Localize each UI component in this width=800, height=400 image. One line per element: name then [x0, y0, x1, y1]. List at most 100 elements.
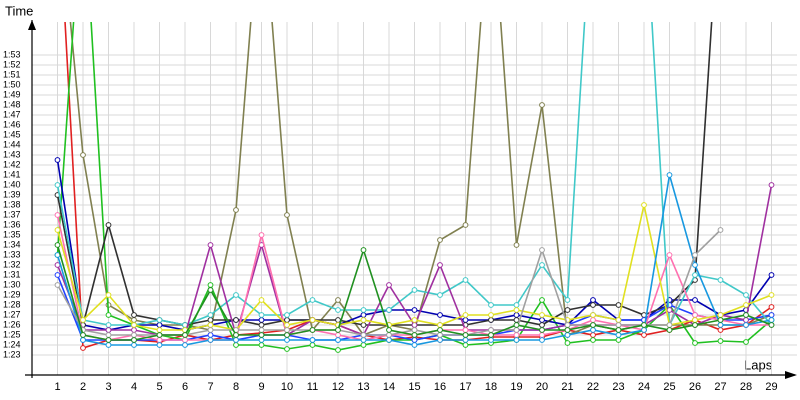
y-tick-label: 1:51 — [3, 69, 21, 79]
point — [513, 332, 520, 338]
point — [54, 242, 61, 248]
x-tick-label: 27 — [714, 381, 726, 393]
point — [258, 327, 265, 333]
x-tick-label: 29 — [765, 381, 777, 393]
point — [207, 282, 214, 288]
point — [743, 312, 749, 318]
point — [386, 282, 392, 288]
point — [462, 277, 469, 283]
point — [462, 312, 469, 318]
y-tick-label: 1:34 — [3, 239, 21, 249]
y-tick-label: 1:47 — [3, 109, 21, 119]
point — [692, 312, 698, 318]
point — [743, 317, 749, 323]
point — [335, 347, 341, 353]
x-tick-label: 12 — [332, 381, 344, 393]
y-tick-label: 1:53 — [3, 49, 21, 59]
point — [615, 322, 622, 328]
point — [131, 317, 137, 323]
point — [105, 322, 112, 328]
x-tick-label: 23 — [612, 381, 624, 393]
point — [488, 327, 494, 333]
y-tick-label: 1:38 — [3, 199, 21, 209]
point — [692, 317, 698, 323]
y-tick-label: 1:43 — [3, 149, 21, 159]
point — [462, 327, 469, 333]
point — [233, 207, 239, 213]
point — [666, 307, 673, 313]
point — [539, 262, 545, 268]
point — [437, 332, 443, 338]
x-tick-label: 8 — [233, 381, 239, 393]
point — [284, 212, 290, 218]
point — [717, 317, 724, 323]
point — [462, 342, 469, 348]
point — [411, 342, 418, 348]
point — [54, 227, 61, 233]
y-tick-label: 1:39 — [3, 189, 21, 199]
point — [131, 322, 137, 328]
point — [590, 297, 596, 303]
point — [360, 322, 367, 328]
point — [692, 322, 698, 328]
point — [437, 312, 443, 318]
y-tick-label: 1:46 — [3, 119, 21, 129]
point — [641, 322, 647, 328]
point — [386, 332, 392, 338]
x-tick-label: 26 — [689, 381, 701, 393]
point — [411, 337, 418, 343]
point — [539, 332, 545, 338]
point — [768, 312, 775, 318]
point — [462, 332, 469, 338]
point — [615, 317, 622, 323]
point — [411, 332, 418, 338]
point — [768, 322, 775, 328]
point — [692, 252, 698, 258]
y-tick-label: 1:28 — [3, 299, 21, 309]
point — [743, 302, 749, 308]
point — [590, 302, 596, 308]
point — [233, 337, 239, 343]
point — [131, 342, 137, 348]
point — [335, 297, 341, 303]
point — [437, 262, 443, 268]
point — [156, 342, 163, 348]
point — [360, 342, 367, 348]
point — [564, 307, 571, 313]
point — [207, 317, 214, 323]
point — [207, 327, 214, 333]
y-tick-label: 1:26 — [3, 319, 21, 329]
point — [615, 327, 622, 333]
point — [258, 342, 265, 348]
point — [360, 317, 367, 323]
point — [513, 302, 520, 308]
point — [258, 312, 265, 318]
point — [513, 327, 520, 333]
y-tick-label: 1:24 — [3, 339, 21, 349]
point — [284, 322, 290, 328]
x-tick-label: 18 — [485, 381, 497, 393]
point — [309, 342, 316, 348]
x-tick-label: 3 — [105, 381, 111, 393]
y-tick-label: 1:29 — [3, 289, 21, 299]
point — [233, 342, 239, 348]
point — [233, 317, 239, 323]
x-tick-label: 15 — [408, 381, 420, 393]
point — [54, 272, 61, 278]
point — [105, 332, 112, 338]
point — [539, 102, 545, 108]
y-tick-label: 1:35 — [3, 229, 21, 239]
point — [539, 247, 545, 253]
point — [462, 222, 469, 228]
x-tick-label: 13 — [357, 381, 369, 393]
point — [105, 222, 112, 228]
point — [258, 232, 265, 238]
point — [590, 322, 596, 328]
point — [233, 332, 239, 338]
y-tick-label: 1:23 — [3, 349, 21, 359]
point — [284, 346, 290, 352]
point — [54, 157, 61, 163]
point — [309, 337, 316, 343]
point — [666, 172, 673, 178]
